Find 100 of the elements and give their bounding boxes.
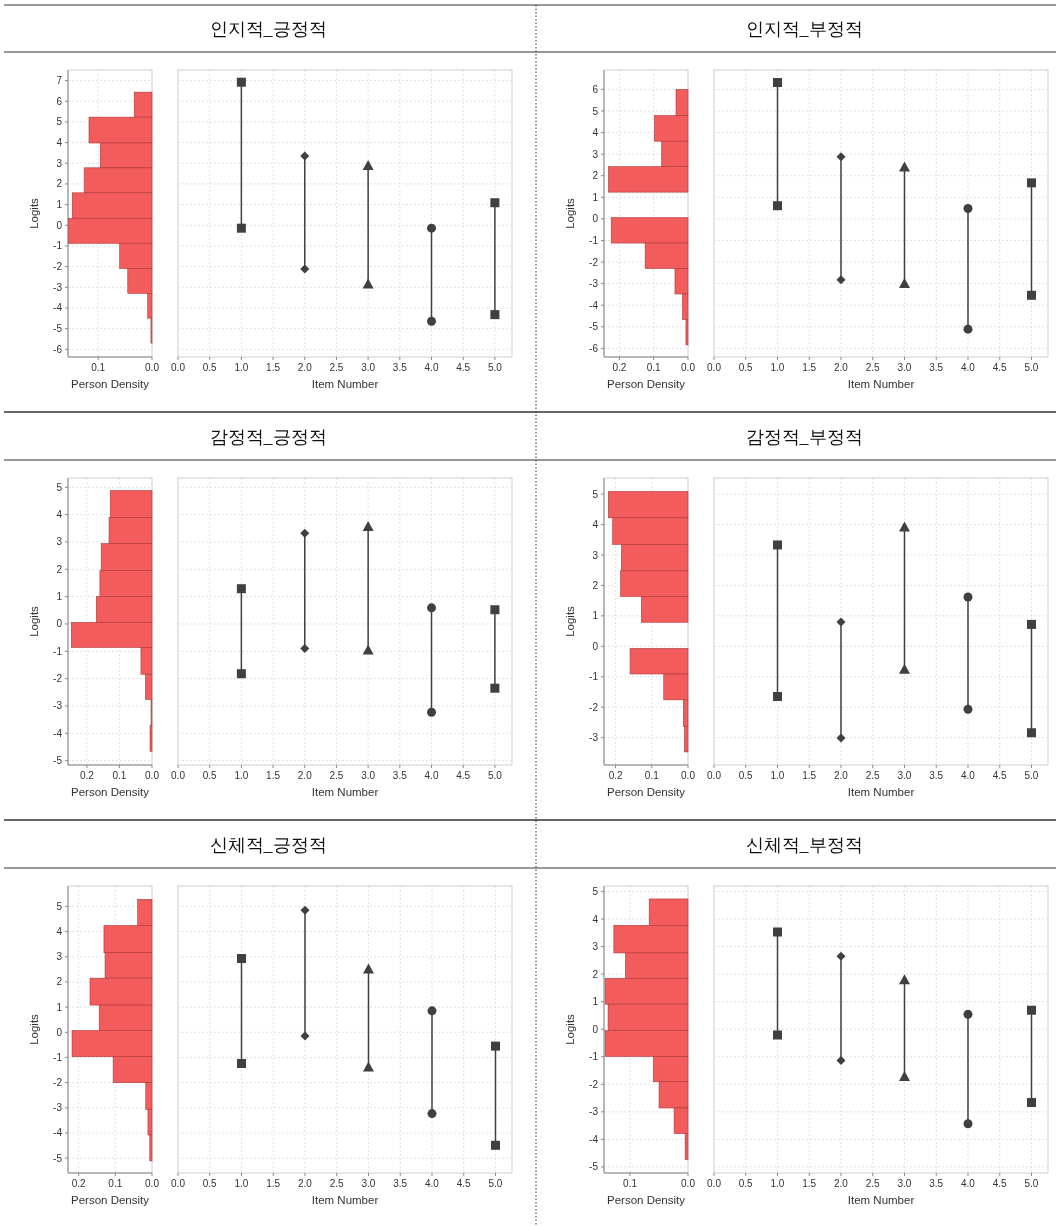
- x-tick-label: 1.0: [770, 362, 785, 373]
- y-tick-label: -2: [53, 1077, 63, 1089]
- y-tick-label: -1: [589, 671, 599, 683]
- x-tick-label: 4.5: [992, 770, 1008, 781]
- point: [236, 77, 246, 87]
- y-tick-label: -4: [53, 302, 63, 314]
- point: [300, 528, 310, 538]
- x-tick-label: 0.2: [608, 770, 623, 781]
- y-axis-title: Logits: [28, 1013, 40, 1045]
- point: [773, 692, 782, 702]
- y-tick-label: 3: [592, 941, 599, 953]
- x-tick-label: 0.0: [145, 770, 160, 781]
- point: [237, 1058, 246, 1068]
- x-tick-label: 0.2: [612, 362, 627, 373]
- y-axis-title: Logits: [564, 197, 576, 229]
- x-axis-title: Item Number: [311, 786, 379, 798]
- x-axis-title: Item Number: [311, 1194, 379, 1206]
- y-tick-label: 5: [592, 105, 599, 117]
- x-tick-label: 1.0: [234, 770, 249, 781]
- chart-title: 감정적_부정적: [745, 427, 863, 447]
- x-tick-label: 4.0: [424, 770, 439, 781]
- y-axis-title: Logits: [28, 605, 40, 637]
- x-tick-label: 2.0: [297, 362, 313, 373]
- x-tick-label: 0.0: [171, 1178, 186, 1189]
- y-tick-label: -3: [53, 1102, 63, 1114]
- point: [1026, 1005, 1036, 1015]
- x-tick-label: 2.0: [834, 1178, 849, 1189]
- x-tick-label: 3.0: [897, 1178, 912, 1189]
- point: [490, 1041, 500, 1051]
- x-tick-label: 1.5: [802, 362, 817, 373]
- point: [236, 669, 246, 679]
- x-tick-label: 0.1: [108, 1178, 123, 1189]
- point: [490, 1140, 500, 1150]
- point: [836, 733, 846, 743]
- x-tick-label: 3.5: [929, 770, 944, 781]
- x-axis-title: Person Density: [607, 1194, 686, 1206]
- point: [1026, 1097, 1036, 1107]
- y-tick-label: 0: [56, 618, 63, 630]
- x-tick-label: 1.5: [802, 1178, 817, 1189]
- y-tick-label: 0: [592, 213, 599, 225]
- y-tick-label: 0: [56, 219, 63, 231]
- y-tick-label: -2: [53, 673, 63, 685]
- y-tick-label: 6: [592, 83, 599, 95]
- chart-title: 인지적_긍정적: [209, 19, 327, 39]
- x-tick-label: 1.0: [234, 1178, 249, 1189]
- x-tick-label: 5.0: [487, 770, 503, 781]
- point: [1026, 728, 1036, 738]
- point: [963, 204, 973, 214]
- x-tick-label: 0.2: [71, 1178, 87, 1189]
- point: [836, 152, 846, 162]
- y-tick-label: -5: [53, 323, 63, 335]
- x-tick-label: 4.0: [961, 362, 976, 373]
- x-tick-label: 0.5: [738, 770, 754, 781]
- x-axis-title: Item Number: [847, 378, 915, 390]
- x-tick-label: 4.0: [961, 1178, 976, 1189]
- x-tick-label: 2.5: [329, 362, 344, 373]
- x-tick-label: 4.5: [456, 362, 471, 373]
- y-tick-label: 3: [592, 549, 599, 561]
- point: [490, 198, 500, 208]
- point: [490, 310, 500, 320]
- y-tick-label: 5: [592, 886, 599, 898]
- x-tick-label: 0.5: [738, 1178, 754, 1189]
- y-tick-label: 4: [56, 137, 63, 149]
- x-tick-label: 5.0: [1024, 1178, 1039, 1189]
- x-tick-label: 3.5: [929, 362, 944, 373]
- x-axis-title: Item Number: [847, 1194, 915, 1206]
- y-tick-label: -3: [53, 281, 63, 293]
- y-tick-label: 1: [592, 996, 599, 1008]
- x-tick-label: 4.5: [992, 1178, 1008, 1189]
- point: [236, 584, 246, 594]
- y-axis-title: Logits: [564, 605, 576, 637]
- x-tick-label: 3.5: [929, 1178, 944, 1189]
- point: [1026, 290, 1036, 300]
- x-tick-label: 0.1: [644, 770, 660, 781]
- point: [836, 951, 846, 961]
- x-tick-label: 5.0: [487, 362, 503, 373]
- x-tick-label: 3.0: [897, 362, 912, 373]
- x-tick-label: 1.5: [266, 1178, 281, 1189]
- point: [427, 316, 437, 326]
- point: [427, 223, 437, 233]
- point: [836, 617, 846, 627]
- y-tick-label: -6: [53, 343, 63, 355]
- point: [300, 905, 310, 915]
- y-tick-label: -1: [53, 1051, 63, 1063]
- x-tick-label: 2.0: [834, 362, 849, 373]
- x-tick-label: 1.0: [770, 1178, 785, 1189]
- y-tick-label: 5: [56, 900, 63, 912]
- y-tick-label: -5: [589, 321, 599, 333]
- x-tick-label: 3.0: [361, 1178, 376, 1189]
- x-tick-label: 0.1: [623, 1178, 638, 1189]
- point: [300, 264, 310, 274]
- y-tick-label: 5: [56, 116, 63, 128]
- x-tick-label: 2.5: [865, 1178, 881, 1189]
- x-tick-label: 4.0: [424, 362, 439, 373]
- chart-title: 감정적_긍정적: [209, 427, 327, 447]
- y-tick-label: 6: [56, 95, 63, 107]
- point: [300, 1031, 310, 1041]
- point: [300, 644, 310, 654]
- y-tick-label: -4: [53, 1127, 63, 1139]
- y-tick-label: -4: [53, 727, 63, 739]
